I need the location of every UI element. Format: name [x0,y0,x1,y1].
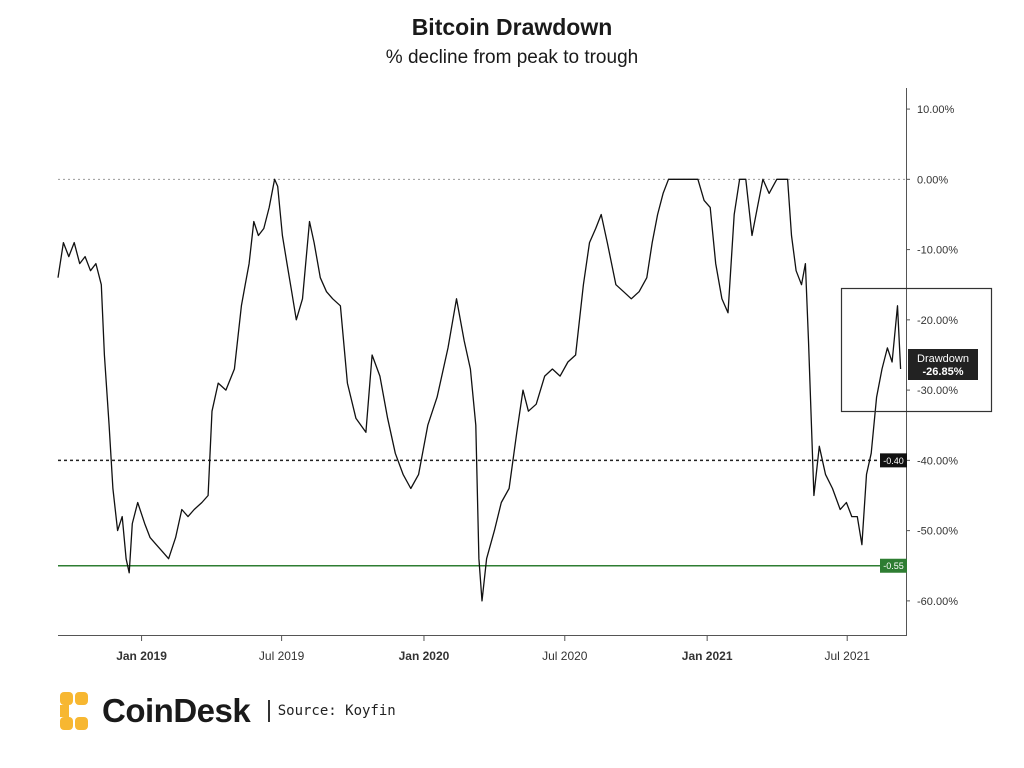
drawdown-annotation-value: -26.85% [923,366,964,378]
drawdown-annotation-label: Drawdown [917,353,969,365]
y-tick-label: 10.00% [917,104,955,116]
reference-lines [58,178,906,567]
highlight-box [840,287,993,413]
y-tick-label: -10.00% [917,245,958,257]
brand-separator [268,700,270,722]
coindesk-branding: CoinDesk Source: Koyfin [58,690,396,732]
x-tick-label: Jan 2021 [682,649,733,663]
y-tick-label: -30.00% [917,385,958,397]
y-tick-label: 0.00% [917,174,948,186]
coindesk-logo-text: CoinDesk [102,692,251,729]
x-tick-label: Jul 2021 [825,649,871,663]
drawdown-annotation: Drawdown -26.85% [908,349,978,380]
drawdown-annotation-bg [908,349,978,380]
coindesk-logo-icon [60,692,88,730]
x-tick-label: Jul 2019 [259,649,305,663]
y-tick-label: -40.00% [917,455,958,467]
chart-title: Bitcoin Drawdown [411,14,613,40]
x-axis-ticks: Jan 2019 Jul 2019 Jan 2020 Jul 2020 Jan 2021… [116,636,870,663]
y-tick-label: -60.00% [917,596,958,608]
source-credit: Source: Koyfin [277,703,396,719]
y-tick-label: -50.00% [917,526,958,538]
x-tick-label: Jan 2019 [116,649,167,663]
reference-level-labels: -0.40 -0.55 [880,453,907,573]
drawdown-series-line [57,178,902,602]
y-axis-ticks: 10.00% 0.00% -10.00% -20.00% -30.00% -40.00% -… [906,104,958,608]
level-label: -0.40 [883,456,904,466]
level-label: -0.55 [883,561,904,571]
axes [58,88,907,636]
chart-subtitle: % decline from peak to trough [385,47,639,68]
x-tick-label: Jul 2020 [542,649,588,663]
x-tick-label: Jan 2020 [399,649,450,663]
y-tick-label: -20.00% [917,315,958,327]
level-label-bg [880,453,907,468]
level-label-bg [880,558,907,573]
